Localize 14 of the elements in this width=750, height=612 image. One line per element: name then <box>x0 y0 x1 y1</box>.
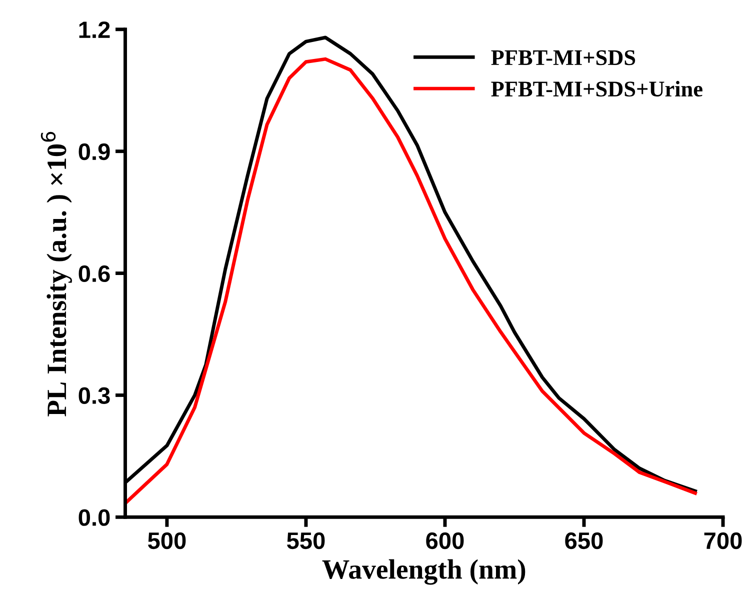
x-tick-label: 600 <box>426 532 464 550</box>
x-tick-label: 650 <box>565 532 603 550</box>
y-tick-label: 0.0 <box>78 509 110 526</box>
y-tick-label: 0.3 <box>78 387 110 404</box>
x-tick-label: 500 <box>148 532 186 550</box>
legend-label: PFBT-MI+SDS <box>491 50 636 66</box>
y-axis-title: PL Intensity (a.u. ) ×10$^{6}$ <box>40 132 72 416</box>
y-tick-label: 0.6 <box>78 265 110 282</box>
y-tick-label: 0.9 <box>78 143 110 160</box>
legend-label: PFBT-MI+SDS+Urine <box>491 80 702 97</box>
y-tick-label: 1.2 <box>79 21 110 38</box>
x-tick-label: 550 <box>286 532 325 550</box>
x-axis-title: Wavelength (nm) <box>322 559 526 585</box>
x-tick-label: 700 <box>704 532 742 550</box>
